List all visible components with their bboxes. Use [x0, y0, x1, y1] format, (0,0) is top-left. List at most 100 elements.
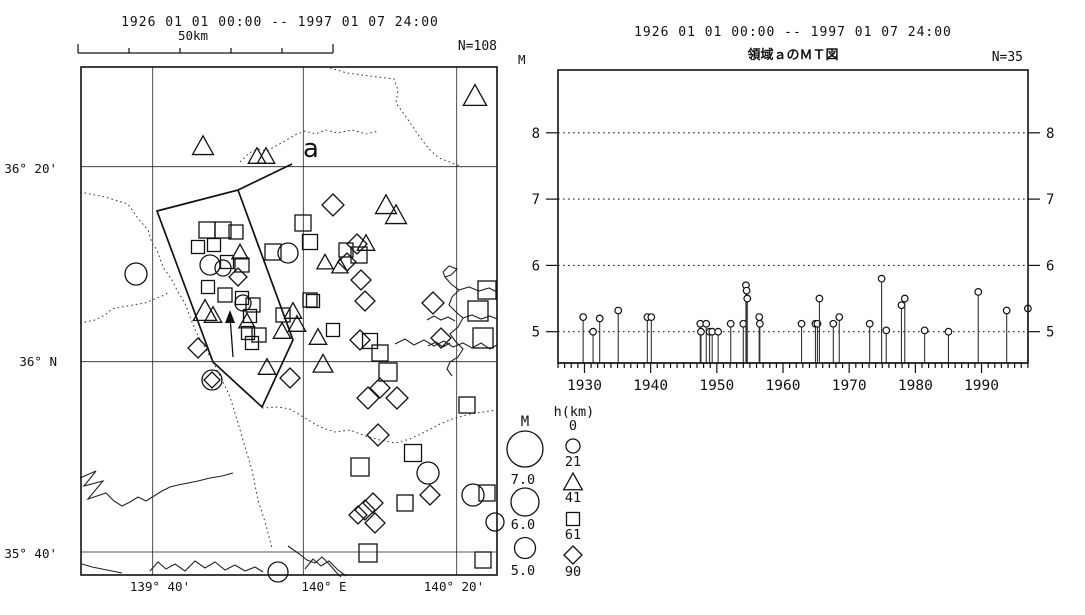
- epicenter-square: [358, 543, 378, 563]
- mt-event-marker: [595, 314, 604, 323]
- epicenter-diamond: [362, 492, 384, 514]
- legend-depth-label: 41: [565, 490, 581, 506]
- epicenter-diamond: [356, 386, 380, 410]
- epicenter-square: [264, 243, 282, 261]
- mt-xtick-label: 1960: [766, 378, 801, 394]
- epicenter-triangle: [308, 327, 328, 345]
- epicenter-triangle: [315, 252, 335, 270]
- mt-ytick-label-left: 5: [532, 325, 540, 341]
- epicenter-diamond: [364, 512, 386, 534]
- boundary-line: [79, 191, 273, 549]
- mt-subtitle: 領域ａのＭＴ図: [747, 48, 839, 63]
- epicenter-diamond: [321, 193, 345, 217]
- epicenter-triangle: [283, 301, 303, 319]
- mt-border: [557, 69, 1029, 364]
- mt-event-marker: [882, 326, 891, 335]
- epicenter-diamond: [349, 329, 371, 351]
- legend-magnitude-label: 5.0: [511, 563, 535, 579]
- epicenter-circle: [124, 262, 148, 286]
- magnitude-time-plot[interactable]: 8 8 7 7 6 6 5 5 1930 1940 1950 1960 1970 1980 1990: [520, 55, 1065, 400]
- coastline: [427, 341, 451, 348]
- coastline: [462, 314, 498, 320]
- epicenter-square: [242, 308, 258, 324]
- lon-label-139-40: 139° 40': [129, 579, 191, 594]
- epicenter-triangle: [330, 256, 350, 274]
- epicenter-triangle: [257, 357, 277, 375]
- legend-magnitude-label: 6.0: [511, 517, 535, 533]
- mt-event-marker: [865, 319, 874, 328]
- mt-xtick-label: 1940: [633, 378, 668, 394]
- epicenter-square: [478, 484, 496, 502]
- mt-event-marker: [647, 313, 656, 322]
- legend-depth-label: 21: [565, 454, 581, 470]
- coastline: [442, 265, 458, 278]
- mt-ytick-label-right: 6: [1046, 258, 1054, 274]
- mt-xtick-label: 1950: [699, 378, 734, 394]
- region-a-pointer: [237, 163, 293, 191]
- epicenter-square: [190, 239, 206, 255]
- fault-arrow-head: [225, 310, 235, 323]
- boundary-line: [329, 67, 463, 168]
- mt-event-marker: [829, 319, 838, 328]
- coastline: [149, 560, 264, 573]
- mt-xtick-label: 1930: [567, 378, 602, 394]
- coastline: [444, 276, 464, 377]
- map-event-count: N=108: [457, 39, 497, 54]
- epicenter-triangle: [312, 353, 334, 373]
- mt-event-marker: [589, 327, 597, 336]
- lat-label-36-20: 36° 20': [4, 161, 57, 176]
- mt-ytick-label-right: 8: [1046, 126, 1054, 142]
- epicenter-map[interactable]: [79, 66, 505, 583]
- epicenter-square: [396, 494, 414, 512]
- epicenter-triangle: [237, 311, 257, 329]
- mt-xtick-label: 1980: [898, 378, 933, 394]
- lon-label-140-e: 140° E: [301, 579, 347, 594]
- epicenter-circle: [234, 294, 252, 312]
- mt-event-marker: [815, 294, 824, 303]
- mt-event-marker: [974, 288, 983, 296]
- epicenter-square: [244, 335, 260, 351]
- epicenter-square: [275, 307, 291, 323]
- mt-event-marker: [835, 313, 844, 322]
- epicenter-square: [301, 233, 319, 251]
- epicenter-square: [458, 396, 476, 414]
- mt-event-marker: [755, 313, 764, 322]
- symbol-legend: M 7.0 6.0 5.0 h(km)0 21 41 61 90: [506, 404, 594, 580]
- epicenter-diamond: [203, 371, 221, 389]
- epicenter-diamond: [385, 386, 409, 410]
- epicenter-circle: [485, 512, 505, 532]
- epicenter-square: [245, 297, 261, 313]
- epicenter-square: [206, 237, 222, 253]
- legend-magnitude-circle: [510, 487, 540, 517]
- mt-ytick-label-left: 6: [532, 258, 540, 274]
- epicenter-diamond: [421, 291, 445, 315]
- epicenter-square: [350, 457, 370, 477]
- epicenter-diamond: [279, 367, 301, 389]
- mt-event-marker: [755, 319, 764, 328]
- lon-label-140-20: 140° 20': [423, 579, 485, 594]
- epicenter-square: [472, 327, 494, 349]
- epicenter-square: [378, 362, 398, 382]
- epicenter-square: [403, 443, 423, 463]
- epicenter-diamond: [187, 337, 209, 359]
- mt-event-count: N=35: [991, 50, 1023, 65]
- mt-ylabel: M: [518, 52, 526, 67]
- epicenter-square: [325, 322, 341, 338]
- epicenter-square: [228, 224, 244, 240]
- mt-event-marker: [900, 294, 909, 303]
- legend-square-symbol: [565, 511, 581, 527]
- epicenter-diamond: [337, 252, 357, 272]
- boundary-line: [239, 129, 380, 163]
- epicenter-square: [219, 254, 235, 270]
- coastline: [304, 558, 347, 577]
- epicenter-triangle: [374, 193, 398, 215]
- epicenter-square: [350, 246, 368, 264]
- epicenter-square: [361, 332, 379, 350]
- mt-event-marker: [1002, 306, 1011, 315]
- epicenter-triangle: [230, 242, 250, 260]
- mt-event-marker: [797, 319, 806, 328]
- epicenter-diamond: [430, 327, 452, 349]
- epicenter-circle: [214, 259, 232, 277]
- mt-title: 1926 01 01 00:00 -- 1997 01 07 24:00: [634, 25, 952, 40]
- epicenter-triangle: [462, 83, 488, 107]
